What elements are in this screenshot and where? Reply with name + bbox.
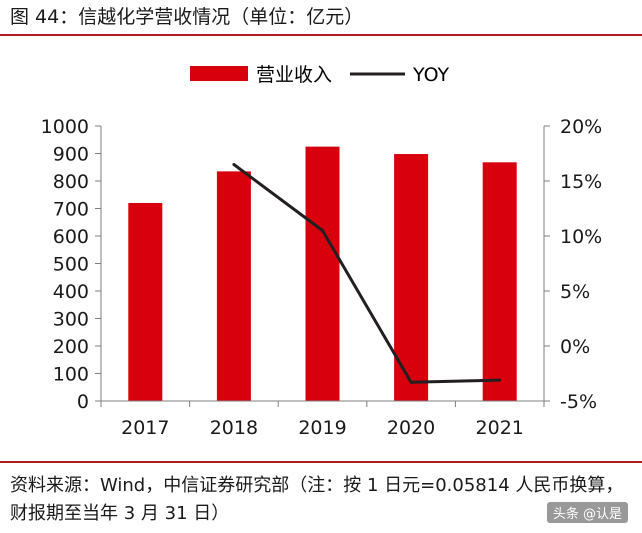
source-divider — [0, 461, 642, 463]
yoy-point-2018 — [232, 163, 236, 166]
x-tick-label: 2017 — [121, 417, 169, 439]
right-tick-label: 5% — [560, 281, 590, 303]
source-note: 资料来源：Wind，中信证券研究部（注：按 1 日元=0.05814 人民币换算… — [10, 475, 624, 524]
x-tick-label: 2018 — [210, 417, 258, 439]
revenue-chart: 营业收入 YOY 0 100 200 300 400 500 600 700 800 900 100… — [41, 64, 603, 439]
title-divider — [0, 34, 642, 36]
bar-2020 — [394, 154, 429, 401]
x-tick-label: 2021 — [476, 417, 524, 439]
left-tick-label: 700 — [53, 199, 89, 221]
left-tick-label: 800 — [53, 171, 89, 193]
left-tick-label: 0 — [77, 391, 89, 413]
x-tick-label: 2019 — [298, 417, 346, 439]
legend-label-revenue: 营业收入 — [256, 64, 332, 86]
right-tick-label: 0% — [560, 336, 590, 358]
left-tick-label: 500 — [53, 254, 89, 276]
yoy-point-2021 — [498, 378, 502, 382]
left-tick-label: 1000 — [41, 116, 89, 138]
right-tick-label: 20% — [560, 116, 602, 138]
right-tick-label: 10% — [560, 226, 602, 248]
left-tick-label: 600 — [53, 226, 89, 248]
legend: 营业收入 YOY — [190, 64, 449, 86]
watermark: 头条 @认是 — [546, 502, 628, 523]
yoy-line — [233, 163, 500, 384]
yoy-point-2020 — [409, 380, 413, 384]
legend-swatch-revenue — [190, 66, 248, 81]
right-tick-label: -5% — [560, 391, 597, 413]
left-tick-label: 200 — [53, 336, 89, 358]
left-tick-label: 100 — [53, 364, 89, 386]
x-tick-label: 2020 — [387, 417, 435, 439]
bar-2018 — [216, 171, 251, 401]
yoy-point-2019 — [321, 229, 324, 232]
left-tick-label: 400 — [53, 281, 89, 303]
left-tick-label: 300 — [53, 309, 89, 331]
bar-2017 — [128, 203, 163, 401]
figure-title: 图 44：信越化学营收情况（单位：亿元） — [10, 6, 364, 28]
right-tick-label: 15% — [560, 171, 602, 193]
bar-2021 — [482, 162, 517, 401]
left-tick-label: 900 — [53, 144, 89, 166]
legend-label-yoy: YOY — [412, 64, 449, 86]
plot-area: 0 100 200 300 400 500 600 700 800 900 1000 -5% 0% 5% 1… — [41, 116, 603, 439]
bar-2019 — [305, 146, 340, 401]
